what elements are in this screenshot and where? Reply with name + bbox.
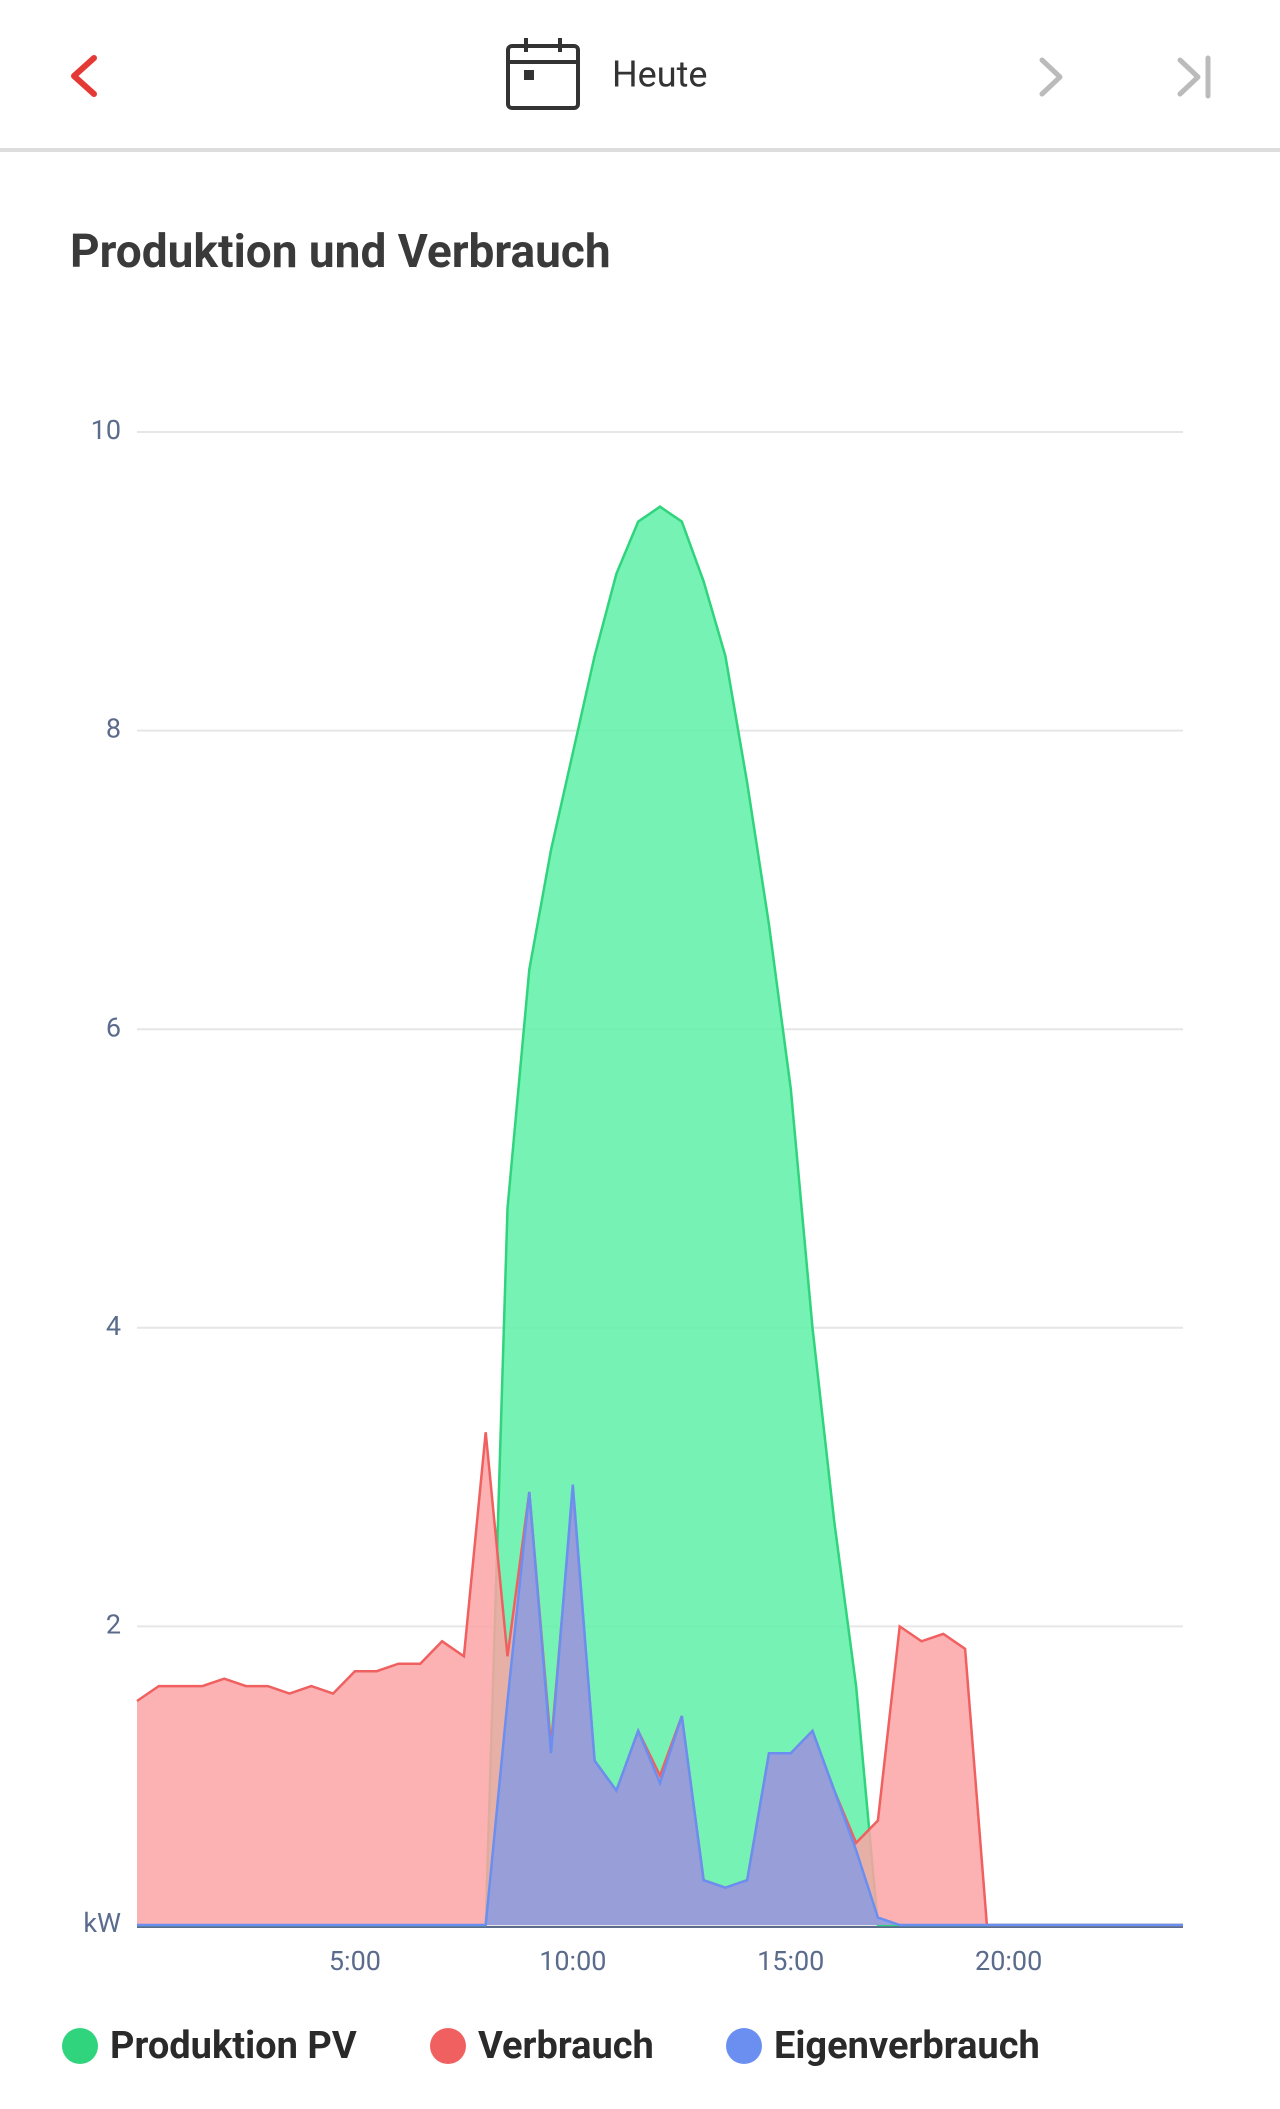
y-tick-label: 8 (106, 713, 121, 745)
x-tick-label: 20:00 (975, 1945, 1042, 1977)
date-label[interactable]: Heute (612, 54, 707, 96)
chart-title: Produktion und Verbrauch (70, 225, 611, 279)
legend-swatch (62, 2028, 98, 2064)
area-fill (137, 506, 1183, 1926)
y-tick-label: 2 (106, 1609, 121, 1641)
x-tick-label: 10:00 (539, 1945, 606, 1977)
header-bar (0, 0, 1280, 148)
x-tick-label: 5:00 (329, 1945, 381, 1977)
y-tick-label: kW (83, 1907, 121, 1939)
next-button[interactable] (1039, 57, 1063, 97)
y-tick-label: 10 (91, 414, 121, 446)
x-tick-label: 15:00 (757, 1945, 824, 1977)
legend-label: Eigenverbrauch (774, 2024, 1040, 2068)
y-tick-label: 6 (106, 1011, 121, 1043)
y-tick-label: 4 (106, 1310, 121, 1342)
legend-label: Produktion PV (110, 2024, 357, 2068)
legend-swatch (726, 2028, 762, 2064)
calendar-icon[interactable] (506, 38, 580, 110)
back-button[interactable] (71, 55, 97, 97)
last-button[interactable] (1177, 55, 1211, 99)
area-fill (137, 1432, 1183, 1925)
area-fill (137, 1484, 1183, 1925)
area-line (137, 1484, 1183, 1927)
legend-label: Verbrauch (478, 2024, 654, 2068)
legend-swatch (430, 2028, 466, 2064)
